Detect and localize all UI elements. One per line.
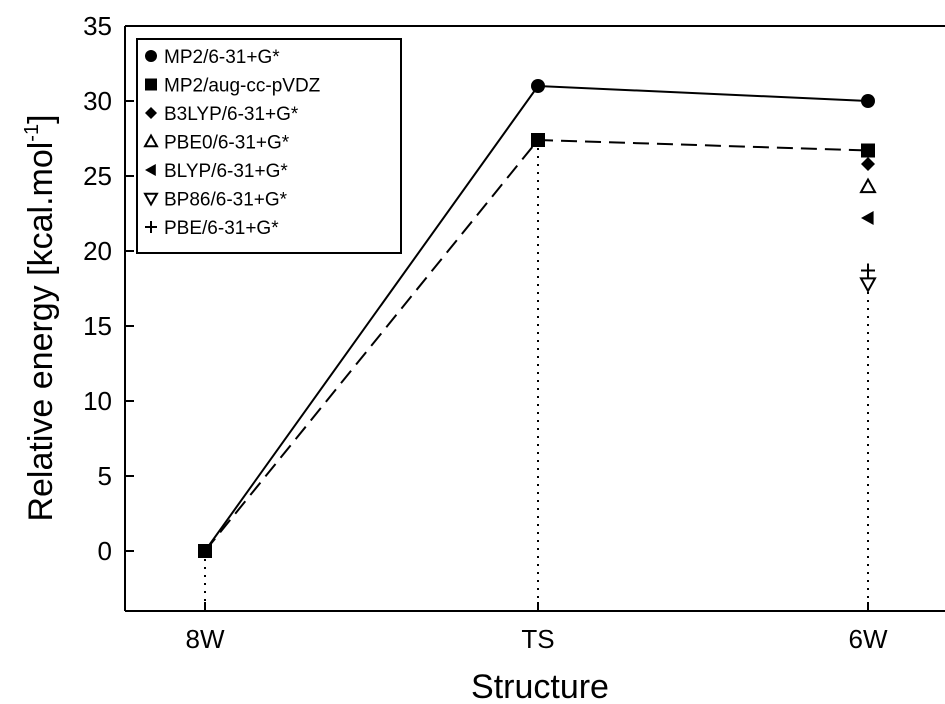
y-axis-title: Relative energy [kcal.mol-1] bbox=[21, 114, 60, 521]
data-point-s4-6w bbox=[861, 211, 874, 225]
y-axis-title-superscript: -1 bbox=[21, 124, 43, 142]
legend: MP2/6-31+G* MP2/aug-cc-pVDZ B3LYP/6-31+G* P… bbox=[136, 38, 402, 254]
y-tick-label-15: 15 bbox=[83, 311, 112, 341]
legend-label-4: BLYP/6-31+G* bbox=[164, 161, 288, 182]
data-point-s0-ts bbox=[531, 79, 545, 93]
data-point-s3-6w bbox=[859, 177, 877, 194]
legend-marker-1 bbox=[145, 78, 157, 91]
legend-marker-3 bbox=[143, 133, 159, 148]
y-tick-label-5: 5 bbox=[98, 461, 112, 491]
y-tick-label-20: 20 bbox=[83, 236, 112, 266]
y-axis-title-main: Relative energy [kcal.mol bbox=[22, 142, 60, 522]
legend-marker-2 bbox=[145, 107, 157, 119]
legend-label-5: BP86/6-31+G* bbox=[164, 190, 288, 211]
data-point-s1-ts bbox=[531, 133, 545, 147]
legend-label-2: B3LYP/6-31+G* bbox=[164, 104, 299, 125]
y-tick-label-35: 35 bbox=[83, 11, 112, 41]
y-tick-label-30: 30 bbox=[83, 86, 112, 116]
guide-lines bbox=[204, 140, 869, 611]
y-tick-label-25: 25 bbox=[83, 161, 112, 191]
legend-marker-4 bbox=[145, 164, 156, 176]
legend-box bbox=[136, 38, 402, 254]
x-axis-title: Structure bbox=[471, 668, 609, 704]
legend-marker-0 bbox=[145, 50, 157, 62]
data-point-s1-6w bbox=[861, 143, 875, 158]
y-axis-title-suffix: ] bbox=[22, 114, 60, 123]
legend-marker-6 bbox=[145, 221, 157, 233]
legend-label-1: MP2/aug-cc-pVDZ bbox=[164, 76, 321, 97]
data-point-s6-6w bbox=[861, 263, 875, 278]
y-tick-label-0: 0 bbox=[98, 536, 112, 566]
y-tick-label-10: 10 bbox=[83, 386, 112, 416]
data-markers bbox=[198, 79, 877, 558]
x-tick-label-ts: TS bbox=[521, 624, 554, 654]
data-point-s0-6w bbox=[861, 94, 875, 108]
data-point-s2-6w bbox=[861, 157, 875, 171]
x-tick-label-6w: 6W bbox=[849, 624, 888, 654]
legend-label-3: PBE0/6-31+G* bbox=[164, 133, 290, 154]
y-axis-ticks: 0 5 10 15 20 25 30 35 bbox=[83, 11, 134, 566]
x-axis-ticks: 8W TS 6W bbox=[186, 602, 888, 654]
data-point-s1-8w bbox=[198, 544, 212, 558]
legend-label-0: MP2/6-31+G* bbox=[164, 47, 280, 68]
legend-marker-5 bbox=[143, 192, 159, 207]
axes bbox=[124, 25, 945, 612]
x-tick-label-8w: 8W bbox=[186, 624, 225, 654]
data-point-s5-6w bbox=[859, 277, 877, 294]
legend-label-6: PBE/6-31+G* bbox=[164, 218, 279, 239]
